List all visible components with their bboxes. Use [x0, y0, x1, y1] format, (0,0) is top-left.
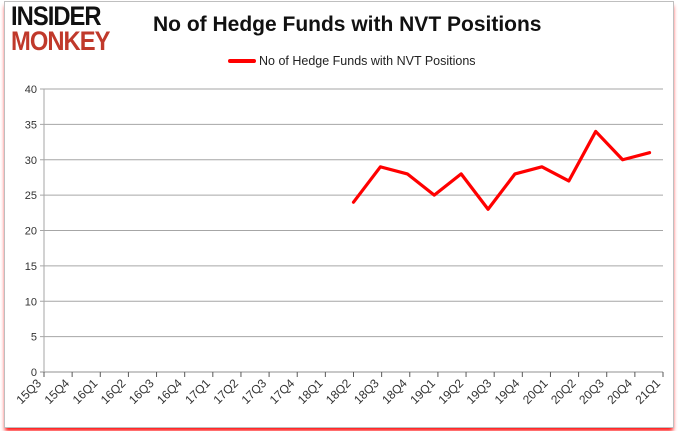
svg-text:25: 25: [25, 190, 37, 202]
svg-text:19Q1: 19Q1: [407, 376, 438, 407]
svg-text:17Q4: 17Q4: [267, 376, 298, 407]
svg-text:19Q4: 19Q4: [492, 376, 523, 407]
svg-text:21Q1: 21Q1: [632, 376, 663, 407]
svg-text:35: 35: [25, 119, 37, 131]
svg-text:5: 5: [31, 332, 37, 344]
svg-text:10: 10: [25, 296, 37, 308]
svg-text:20Q4: 20Q4: [604, 376, 635, 407]
svg-text:40: 40: [25, 84, 37, 96]
svg-text:20Q1: 20Q1: [520, 376, 551, 407]
svg-text:20: 20: [25, 226, 37, 238]
svg-text:16Q1: 16Q1: [70, 376, 101, 407]
svg-text:17Q1: 17Q1: [182, 376, 213, 407]
svg-text:19Q3: 19Q3: [464, 376, 495, 407]
svg-text:20Q2: 20Q2: [548, 376, 579, 407]
svg-text:16Q3: 16Q3: [126, 376, 157, 407]
svg-text:18Q2: 18Q2: [323, 376, 354, 407]
svg-text:18Q1: 18Q1: [295, 376, 326, 407]
svg-text:19Q2: 19Q2: [436, 376, 467, 407]
svg-text:17Q3: 17Q3: [239, 376, 270, 407]
svg-text:16Q4: 16Q4: [154, 376, 185, 407]
svg-text:15Q4: 15Q4: [42, 376, 73, 407]
svg-text:20Q3: 20Q3: [576, 376, 607, 407]
svg-text:15Q3: 15Q3: [13, 376, 44, 407]
svg-text:18Q3: 18Q3: [351, 376, 382, 407]
svg-text:18Q4: 18Q4: [379, 376, 410, 407]
svg-text:30: 30: [25, 155, 37, 167]
svg-text:16Q2: 16Q2: [98, 376, 129, 407]
svg-text:15: 15: [25, 261, 37, 273]
svg-text:17Q2: 17Q2: [210, 376, 241, 407]
